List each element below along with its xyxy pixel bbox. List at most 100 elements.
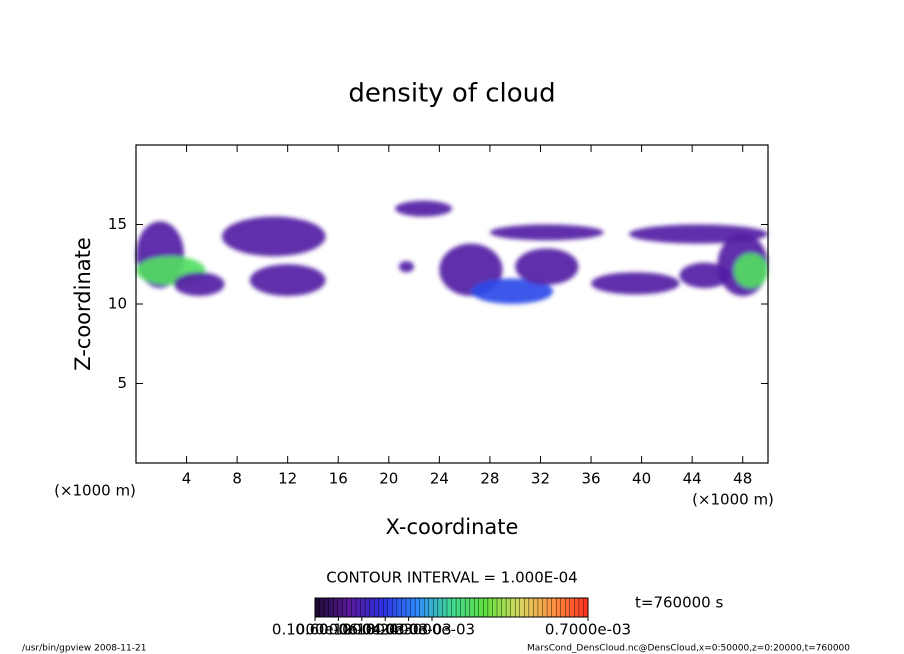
- colorbar-cell: [346, 597, 352, 618]
- colorbar-cell: [478, 597, 484, 618]
- colorbar-cell: [487, 597, 493, 618]
- colorbar-cell: [428, 597, 434, 618]
- colorbar-cell: [524, 597, 530, 618]
- y-axis-label: Z-coordinate: [71, 237, 95, 371]
- colorbar-cell: [455, 597, 462, 618]
- colorbar-cell: [314, 597, 321, 618]
- time-label: t=760000 s: [635, 594, 723, 612]
- colorbar-cell: [519, 597, 525, 618]
- colorbar-cell: [446, 597, 453, 618]
- y-tick-label: 5: [117, 374, 127, 392]
- x-tick-label: 12: [278, 470, 297, 488]
- x-unit: (×1000 m): [692, 491, 774, 509]
- colorbar-cell: [410, 597, 416, 618]
- colorbar-tick-label: 0.7000e-03: [545, 621, 631, 639]
- chart-title: density of cloud: [348, 79, 555, 109]
- colorbar-cell: [323, 597, 330, 618]
- colorbar-cell: [319, 597, 325, 618]
- x-tick-label: 20: [379, 470, 398, 488]
- x-tick-label: 32: [531, 470, 550, 488]
- contour-interval: CONTOUR INTERVAL = 1.000E-04: [326, 569, 577, 587]
- x-tick-label: 4: [182, 470, 192, 488]
- cloud-region: [470, 278, 554, 304]
- cloud-region: [489, 224, 604, 241]
- colorbar-tick-label: 0.2400e-03: [365, 621, 451, 639]
- colorbar-cell: [337, 597, 343, 618]
- colorbar-tick-label: 0.1000e-06: [272, 621, 358, 639]
- colorbar-cell: [392, 597, 398, 618]
- colorbar-cell: [551, 597, 557, 618]
- colorbar-cell: [373, 597, 380, 618]
- x-tick-label: 24: [430, 470, 449, 488]
- y-unit: (×1000 m): [54, 482, 136, 500]
- colorbar-cell: [401, 597, 407, 618]
- colorbar-cell: [542, 597, 548, 618]
- x-tick-label: 44: [683, 470, 702, 488]
- colorbar-cell: [414, 597, 421, 618]
- footer-right: MarsCond_DensCloud.nc@DensCloud,x=0:5000…: [527, 644, 850, 654]
- colorbar-cell: [546, 597, 553, 618]
- colorbar-cell: [328, 597, 334, 618]
- colorbar-cell: [492, 597, 498, 618]
- colorbar-cell: [360, 597, 366, 618]
- colorbar-cell: [560, 597, 566, 618]
- colorbar-cell: [578, 597, 584, 618]
- colorbar-cell: [474, 597, 480, 618]
- cloud-region: [733, 253, 768, 289]
- colorbar-tick-label: 0.3000e-03: [389, 621, 475, 639]
- colorbar-cell: [451, 597, 457, 618]
- colorbar-cell: [505, 597, 512, 618]
- cloud-region: [221, 216, 326, 257]
- colorbar-cell: [387, 597, 393, 618]
- y-tick-label: 15: [108, 215, 127, 233]
- colorbar-cell: [369, 597, 375, 618]
- colorbar-cell: [405, 597, 412, 618]
- colorbar-frame: [314, 597, 589, 618]
- colorbar-cell: [396, 597, 402, 618]
- x-tick-label: 40: [632, 470, 651, 488]
- colorbar-cell: [460, 597, 466, 618]
- colorbar-cell: [419, 597, 425, 618]
- colorbar-cell: [342, 597, 348, 618]
- cloud-region: [395, 200, 452, 217]
- colorbar-cell: [433, 597, 439, 618]
- colorbar-cell: [437, 597, 443, 618]
- colorbar-cell: [510, 597, 516, 618]
- colorbar-cell: [533, 597, 539, 618]
- colorbar-cell: [515, 597, 521, 618]
- colorbar-cell: [333, 597, 339, 618]
- colorbar-cell: [569, 597, 575, 618]
- colorbar-cell: [464, 597, 471, 618]
- cloud-region: [398, 261, 415, 273]
- y-tick-label: 10: [108, 295, 127, 313]
- field: [136, 200, 768, 304]
- colorbar-cell: [496, 597, 503, 618]
- colorbar-cell: [501, 597, 507, 618]
- x-tick-label: 48: [733, 470, 752, 488]
- cloud-region: [515, 248, 579, 285]
- colorbar-cell: [528, 597, 534, 618]
- colorbar-cell: [364, 597, 371, 618]
- colorbar-cell: [537, 597, 544, 618]
- x-axis-label: X-coordinate: [386, 515, 519, 539]
- cloud-region: [591, 272, 680, 295]
- colorbar-cell: [469, 597, 475, 618]
- colorbar-cell: [483, 597, 489, 618]
- colorbar-cell: [565, 597, 571, 618]
- footer-left: /usr/bin/gpview 2008-11-21: [22, 644, 146, 654]
- colorbar-tick-label: 0.1800e-03: [342, 621, 428, 639]
- cloud-region: [679, 262, 731, 289]
- colorbar-tick-label: 0.1200e-03: [319, 621, 405, 639]
- cloud-region: [173, 272, 225, 297]
- colorbar-cell: [355, 597, 362, 618]
- colorbar-cell: [351, 597, 357, 618]
- colorbar-cell: [555, 597, 562, 618]
- colorbar-cell: [378, 597, 384, 618]
- colorbar-cell: [574, 597, 580, 618]
- colorbar-cell: [424, 597, 430, 618]
- plot-frame: [135, 144, 769, 464]
- x-tick-label: 16: [329, 470, 348, 488]
- colorbar-tick-label: 0.6000e-04: [295, 621, 381, 639]
- colorbar-cell: [442, 597, 448, 618]
